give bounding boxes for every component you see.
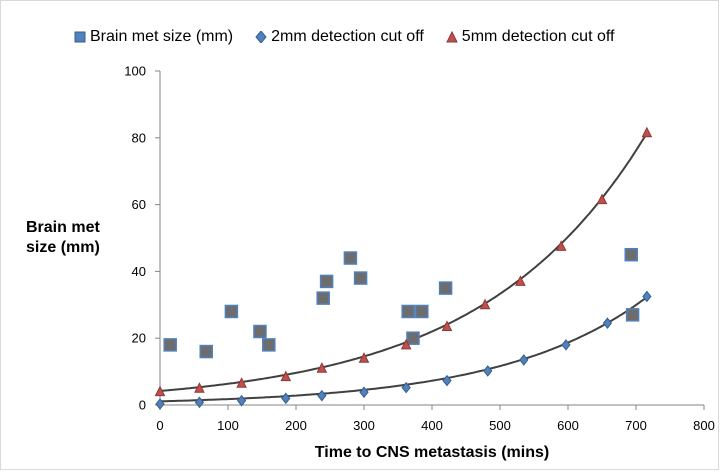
x-tick-label: 400 (421, 418, 443, 433)
brain-met-point (624, 247, 638, 262)
y-tick-label: 60 (132, 197, 146, 212)
x-axis-label: Time to CNS metastasis (mins) (314, 444, 550, 461)
cutoff-5mm-point (358, 352, 370, 363)
cutoff-5mm-point (596, 193, 608, 205)
axes: 0 100 200 300 400 500 600 700 800 0 20 40 60 80 100 (124, 64, 715, 434)
trend-line-5mm (159, 132, 648, 392)
brain-met-point (224, 304, 239, 319)
cutoff-5mm-point (515, 275, 526, 286)
cutoff-2mm-point (642, 290, 652, 303)
data-points (154, 126, 653, 410)
brain-met-point (316, 291, 330, 305)
x-tick-label: 200 (285, 418, 307, 433)
cutoff-2mm-point (194, 396, 205, 409)
cutoff-2mm-point (359, 386, 369, 399)
y-tick-label: 40 (132, 264, 146, 279)
cutoff-2mm-point (519, 354, 529, 366)
legend-label-2mm: 2mm detection cut off (271, 28, 424, 45)
brain-met-point (199, 344, 213, 359)
brain-met-point (262, 338, 276, 352)
legend: Brain met size (mm) 2mm detection cut of… (74, 27, 711, 47)
cutoff-2mm-point (317, 389, 327, 402)
legend-item-2mm: 2mm detection cut off (255, 28, 424, 46)
cutoff-2mm-point (401, 381, 411, 394)
brain-met-point (415, 304, 429, 319)
cutoff-5mm-point (316, 362, 328, 373)
y-tick-label: 0 (139, 398, 146, 413)
cutoff-5mm-point (641, 126, 653, 138)
brain-met-point (625, 308, 640, 322)
y-tick-label: 100 (124, 64, 146, 79)
cutoff-2mm-point (155, 398, 165, 410)
x-tick-label: 0 (156, 418, 163, 433)
cutoff-2mm-point (602, 317, 613, 329)
square-marker-icon (74, 31, 86, 43)
brain-met-point (253, 324, 267, 339)
x-tick-label: 500 (489, 418, 511, 433)
cutoff-2mm-point (561, 339, 571, 351)
cutoff-5mm-point (441, 320, 453, 332)
brain-met-point (319, 274, 334, 289)
diamond-marker-icon (255, 31, 267, 43)
legend-label-brain-met: Brain met size (mm) (90, 28, 234, 45)
trend-lines (159, 132, 648, 403)
cutoff-5mm-point (236, 377, 247, 388)
x-tick-label: 300 (353, 418, 375, 433)
y-axis-label-line-1: Brain met (26, 219, 100, 236)
cutoff-2mm-point (281, 392, 291, 405)
cutoff-2mm-point (442, 374, 452, 387)
x-tick-label: 700 (625, 418, 647, 433)
cutoff-5mm-point (555, 240, 567, 251)
brain-met-point (401, 304, 415, 319)
y-axis-label-line-2: size (mm) (26, 239, 100, 256)
brain-met-point (163, 338, 177, 352)
legend-label-5mm: 5mm detection cut off (461, 28, 615, 45)
cutoff-2mm-point (236, 394, 247, 407)
brain-met-point (343, 251, 358, 265)
legend-item-brain-met: Brain met size (mm) (74, 28, 233, 46)
y-tick-label: 20 (132, 331, 146, 346)
brain-met-point (406, 331, 420, 345)
cutoff-5mm-point (479, 298, 491, 310)
cutoff-5mm-point (280, 370, 292, 382)
triangle-marker-icon (445, 31, 458, 43)
brain-met-point (438, 281, 453, 295)
y-tick-label: 80 (132, 130, 146, 145)
x-tick-label: 100 (217, 418, 239, 433)
x-tick-label: 600 (557, 418, 579, 433)
cutoff-5mm-point (400, 338, 412, 350)
cutoff-5mm-point (194, 382, 205, 393)
y-axis-label: Brain met size (mm) (26, 218, 100, 258)
brain-met-point (353, 271, 368, 285)
cutoff-5mm-point (154, 385, 166, 397)
legend-item-5mm: 5mm detection cut off (445, 28, 615, 46)
x-tick-label: 800 (693, 418, 715, 433)
cutoff-2mm-point (483, 365, 493, 377)
